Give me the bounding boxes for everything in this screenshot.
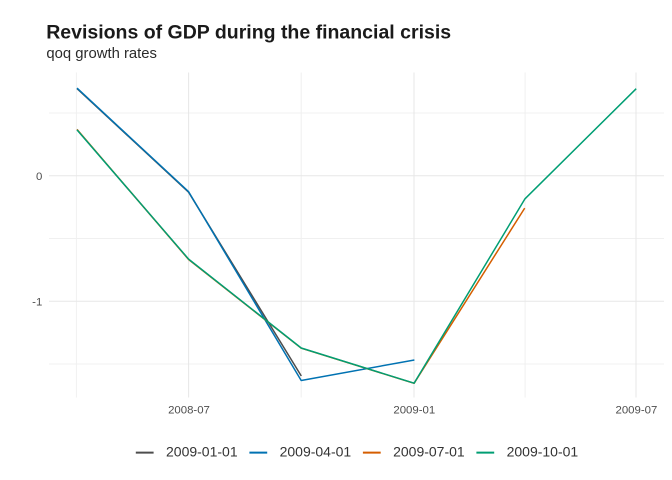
svg-text:Revisions of GDP during the fi: Revisions of GDP during the financial cr… bbox=[46, 21, 451, 43]
svg-text:2009-01-01: 2009-01-01 bbox=[166, 444, 238, 460]
svg-text:2009-01: 2009-01 bbox=[393, 405, 435, 417]
svg-text:0: 0 bbox=[36, 171, 42, 183]
svg-text:-1: -1 bbox=[32, 297, 42, 309]
svg-text:2008-07: 2008-07 bbox=[168, 405, 210, 417]
svg-text:2009-04-01: 2009-04-01 bbox=[280, 444, 352, 460]
svg-text:2009-07-01: 2009-07-01 bbox=[393, 444, 465, 460]
svg-text:2009-10-01: 2009-10-01 bbox=[507, 444, 579, 460]
svg-text:2009-07: 2009-07 bbox=[615, 405, 657, 417]
svg-text:qoq growth rates: qoq growth rates bbox=[46, 46, 157, 62]
